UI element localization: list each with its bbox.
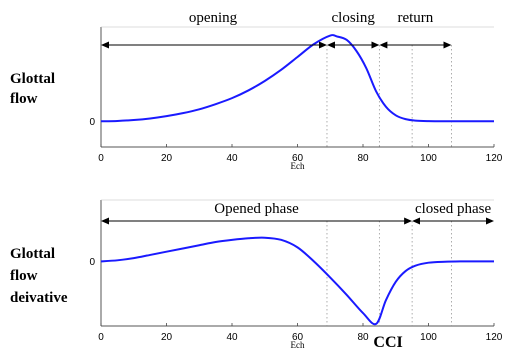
- x-tick-label: 0: [98, 332, 104, 343]
- glottal-flow-curve: [100, 34, 494, 123]
- x-tick-label: 100: [420, 332, 437, 343]
- x-tick-label: 0: [98, 153, 104, 164]
- phase-label: return: [397, 10, 433, 26]
- glottal-flow-derivative-panel: 0 20 40 60 80 100 120 Ech 0 Opened phase closed ph…: [89, 199, 503, 348]
- phase-label: closed phase: [415, 201, 492, 217]
- x-tick-label: 60: [292, 332, 304, 343]
- bottom-side-label-line-1: Glottal: [10, 246, 55, 262]
- x-tick-label: 120: [486, 332, 503, 343]
- y-tick-label: 0: [89, 117, 95, 128]
- phase-label: Opened phase: [214, 201, 299, 217]
- x-tick-label: 40: [226, 332, 238, 343]
- x-axis-label: Ech: [291, 161, 305, 171]
- x-axis-label: Ech: [291, 340, 305, 348]
- x-tick-label: 80: [357, 153, 369, 164]
- phase-label: closing: [332, 10, 376, 26]
- phase-label: opening: [189, 10, 238, 26]
- glottal-flow-panel: 0 20 40 60 80 100 120 Ech 0 opening closing return: [89, 10, 502, 171]
- x-tick-label: 120: [486, 153, 503, 164]
- bottom-side-label-line-2: flow: [10, 268, 38, 284]
- cci-annotation: CCI: [373, 334, 402, 348]
- x-tick-label: 20: [161, 153, 173, 164]
- x-tick-label: 20: [161, 332, 173, 343]
- bottom-side-label-line-3: deivative: [10, 290, 68, 306]
- y-tick-label: 0: [89, 257, 95, 268]
- top-side-label-line-1: Glottal: [10, 71, 55, 87]
- x-tick-label: 80: [357, 332, 369, 343]
- glottal-flow-derivative-curve: [100, 236, 494, 326]
- x-tick-label: 100: [420, 153, 437, 164]
- x-tick-label: 60: [292, 153, 304, 164]
- top-side-label-line-2: flow: [10, 91, 38, 107]
- x-tick-label: 40: [226, 153, 238, 164]
